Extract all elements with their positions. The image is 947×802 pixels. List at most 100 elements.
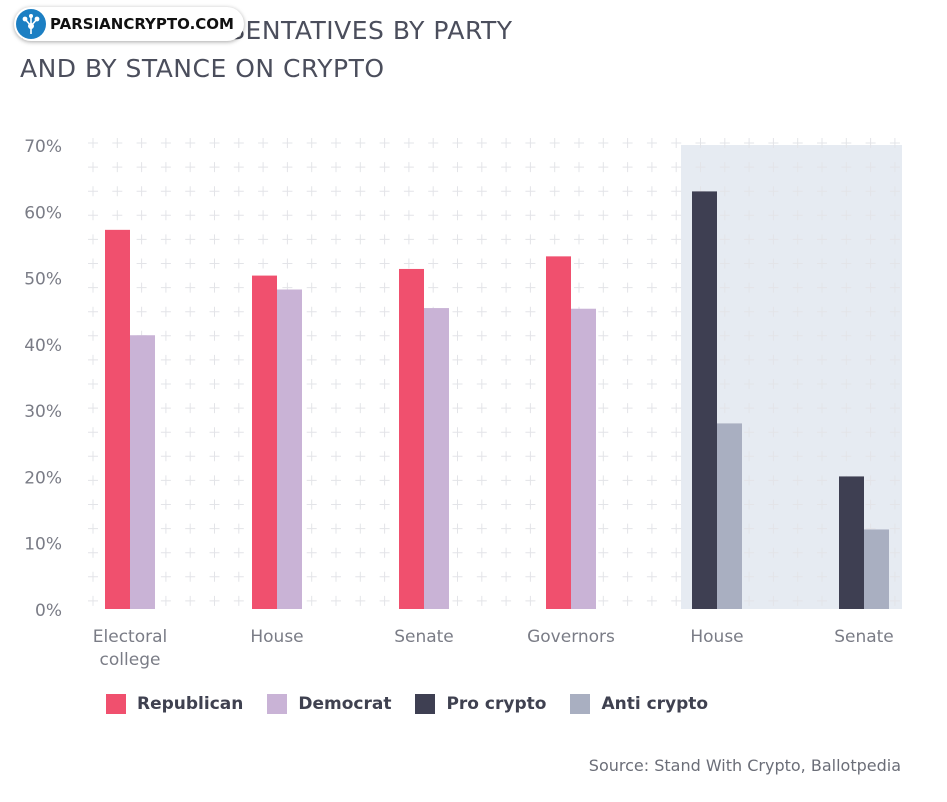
grid-plus-mark (185, 547, 196, 558)
grid-plus-mark (112, 162, 123, 173)
grid-plus-mark (501, 138, 512, 148)
grid-plus-mark (792, 354, 803, 365)
grid-plus-mark (258, 186, 269, 197)
grid-plus-mark (865, 258, 876, 269)
grid-plus-mark (428, 282, 439, 293)
grid-plus-mark (744, 234, 755, 245)
grid-plus-mark (88, 427, 98, 438)
grid-plus-mark (403, 258, 414, 269)
grid-plus-mark (792, 330, 803, 341)
bar-pro-crypto (839, 476, 864, 609)
grid-plus-mark (525, 258, 536, 269)
grid-plus-mark (598, 499, 609, 510)
grid-plus-mark (185, 499, 196, 510)
grid-plus-mark (622, 427, 633, 438)
legend-item: Democrat (267, 694, 391, 714)
grid-plus-mark (865, 186, 876, 197)
bar-democrat (277, 289, 302, 609)
grid-plus-mark (379, 403, 390, 414)
grid-plus-mark (306, 354, 317, 365)
grid-plus-mark (88, 595, 98, 606)
grid-plus-mark (209, 282, 220, 293)
grid-plus-mark (792, 499, 803, 510)
chart-legend: Republican Democrat Pro crypto Anti crypto (106, 694, 732, 714)
grid-plus-mark (185, 379, 196, 389)
grid-plus-mark (622, 523, 633, 534)
grid-plus-mark (185, 258, 196, 269)
grid-plus-mark (646, 162, 657, 173)
grid-plus-mark (160, 354, 171, 365)
grid-plus-mark (695, 162, 706, 173)
grid-plus-mark (865, 210, 876, 221)
grid-plus-mark (501, 162, 512, 173)
grid-plus-mark (452, 403, 463, 414)
grid-plus-mark (865, 499, 876, 510)
grid-plus-mark (695, 138, 706, 148)
grid-plus-mark (622, 258, 633, 269)
grid-plus-mark (331, 499, 341, 510)
grid-plus-mark (622, 354, 633, 365)
grid-plus-mark (88, 330, 98, 341)
grid-plus-mark (889, 427, 900, 438)
grid-plus-mark (209, 475, 220, 486)
grid-plus-mark (574, 186, 584, 197)
grid-plus-mark (403, 210, 414, 221)
grid-plus-mark (160, 379, 171, 389)
grid-plus-mark (476, 282, 487, 293)
grid-plus-mark (209, 306, 220, 317)
grid-plus-mark (185, 186, 196, 197)
grid-plus-mark (355, 427, 366, 438)
grid-plus-mark (88, 475, 98, 486)
legend-swatch (106, 694, 126, 714)
grid-plus-mark (549, 234, 560, 245)
grid-plus-mark (209, 499, 220, 510)
grid-plus-mark (331, 523, 341, 534)
grid-plus-mark (646, 306, 657, 317)
grid-plus-mark (622, 186, 633, 197)
grid-plus-mark (792, 282, 803, 293)
grid-plus-mark (792, 571, 803, 582)
grid-plus-mark (622, 234, 633, 245)
grid-plus-mark (525, 403, 536, 414)
grid-plus-mark (671, 354, 682, 365)
grid-plus-mark (501, 547, 512, 558)
grid-plus-mark (622, 451, 633, 462)
grid-plus-mark (452, 571, 463, 582)
grid-plus-mark (209, 234, 220, 245)
grid-plus-mark (671, 306, 682, 317)
grid-plus-mark (355, 138, 366, 148)
grid-plus-mark (209, 330, 220, 341)
grid-plus-mark (768, 186, 779, 197)
grid-plus-mark (719, 162, 730, 173)
grid-plus-mark (744, 210, 755, 221)
grid-plus-mark (525, 379, 536, 389)
grid-plus-mark (865, 451, 876, 462)
grid-plus-mark (501, 403, 512, 414)
grid-plus-mark (817, 403, 827, 414)
grid-plus-mark (817, 451, 827, 462)
grid-plus-mark (112, 186, 123, 197)
grid-plus-mark (768, 499, 779, 510)
grid-plus-mark (403, 234, 414, 245)
grid-plus-mark (403, 162, 414, 173)
grid-plus-mark (355, 258, 366, 269)
grid-plus-mark (136, 282, 147, 293)
grid-plus-mark (889, 499, 900, 510)
grid-plus-mark (768, 571, 779, 582)
grid-plus-mark (744, 427, 755, 438)
grid-plus-mark (501, 210, 512, 221)
grid-plus-mark (355, 523, 366, 534)
grid-plus-mark (306, 379, 317, 389)
grid-plus-mark (282, 138, 293, 148)
grid-plus-mark (233, 379, 244, 389)
grid-plus-mark (331, 354, 341, 365)
grid-plus-mark (889, 138, 900, 148)
grid-plus-mark (476, 354, 487, 365)
grid-plus-mark (671, 234, 682, 245)
grid-plus-mark (841, 234, 852, 245)
grid-plus-mark (598, 330, 609, 341)
grid-plus-mark (88, 451, 98, 462)
legend-item: Anti crypto (570, 694, 708, 714)
grid-plus-mark (792, 258, 803, 269)
